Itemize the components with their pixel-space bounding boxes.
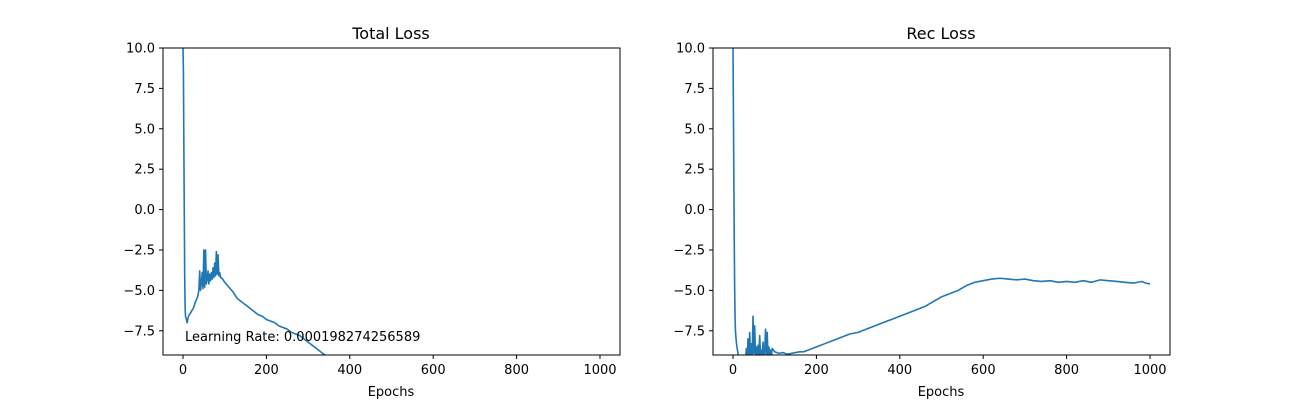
total-loss-axes-frame — [162, 47, 621, 356]
total-loss-panel: Total Loss 0 200 400 600 800 1000 −7.5 −5.0 −2.5… — [123, 24, 621, 400]
rec-loss-xtick-label: 600 — [971, 363, 996, 378]
rec-loss-ytick-label: −7.5 — [673, 324, 705, 339]
total-loss-xtick-label: 200 — [254, 363, 279, 378]
rec-loss-plot: 0 200 400 600 800 1000 −7.5 −5.0 −2.5 0.0 2.5 5.0 7.… — [673, 42, 1171, 378]
rec-loss-ytick-label: 5.0 — [684, 122, 705, 137]
rec-loss-xtick-label: 400 — [887, 363, 912, 378]
rec-loss-xtick-label: 200 — [804, 363, 829, 378]
rec-loss-panel: Rec Loss 0 200 400 600 800 1000 −7.5 −5.0 −2.5 0.… — [673, 24, 1171, 400]
rec-loss-ytick-label: −2.5 — [673, 243, 705, 258]
total-loss-xtick-label: 1000 — [583, 363, 616, 378]
total-loss-ytick-label: −7.5 — [123, 324, 155, 339]
rec-loss-ytick-label: 2.5 — [684, 163, 705, 178]
total-loss-ytick-label: 10.0 — [126, 42, 155, 57]
rec-loss-xtick-label: 0 — [729, 363, 737, 378]
total-loss-plot: 0 200 400 600 800 1000 −7.5 −5.0 −2.5 0.0 2.5 5.0 7.… — [123, 42, 621, 378]
total-loss-xtick-label: 400 — [337, 363, 362, 378]
rec-loss-ytick-label: −5.0 — [673, 284, 705, 299]
total-loss-series-line — [182, 48, 326, 355]
rec-loss-xtick-label: 800 — [1054, 363, 1079, 378]
rec-loss-ytick-label: 0.0 — [684, 203, 705, 218]
total-loss-xtick-label: 600 — [421, 363, 446, 378]
total-loss-ytick-label: 2.5 — [134, 163, 155, 178]
rec-loss-xlabel: Epochs — [918, 385, 965, 400]
rec-loss-xtick-label: 1000 — [1133, 363, 1166, 378]
learning-rate-annotation: Learning Rate: 0.000198274256589 — [185, 330, 420, 345]
rec-loss-ytick-label: 7.5 — [684, 82, 705, 97]
total-loss-ytick-label: 7.5 — [134, 82, 155, 97]
total-loss-ytick-label: −5.0 — [123, 284, 155, 299]
rec-loss-axes-frame — [712, 47, 1171, 356]
rec-loss-ytick-label: 10.0 — [676, 42, 705, 57]
rec-loss-title: Rec Loss — [906, 24, 975, 43]
total-loss-xlabel: Epochs — [368, 385, 415, 400]
total-loss-ytick-label: −2.5 — [123, 243, 155, 258]
total-loss-xtick-label: 800 — [504, 363, 529, 378]
total-loss-title: Total Loss — [351, 24, 430, 43]
total-loss-ytick-label: 5.0 — [134, 122, 155, 137]
total-loss-ytick-label: 0.0 — [134, 203, 155, 218]
rec-loss-series-line — [732, 48, 1151, 355]
total-loss-xtick-label: 0 — [179, 363, 187, 378]
